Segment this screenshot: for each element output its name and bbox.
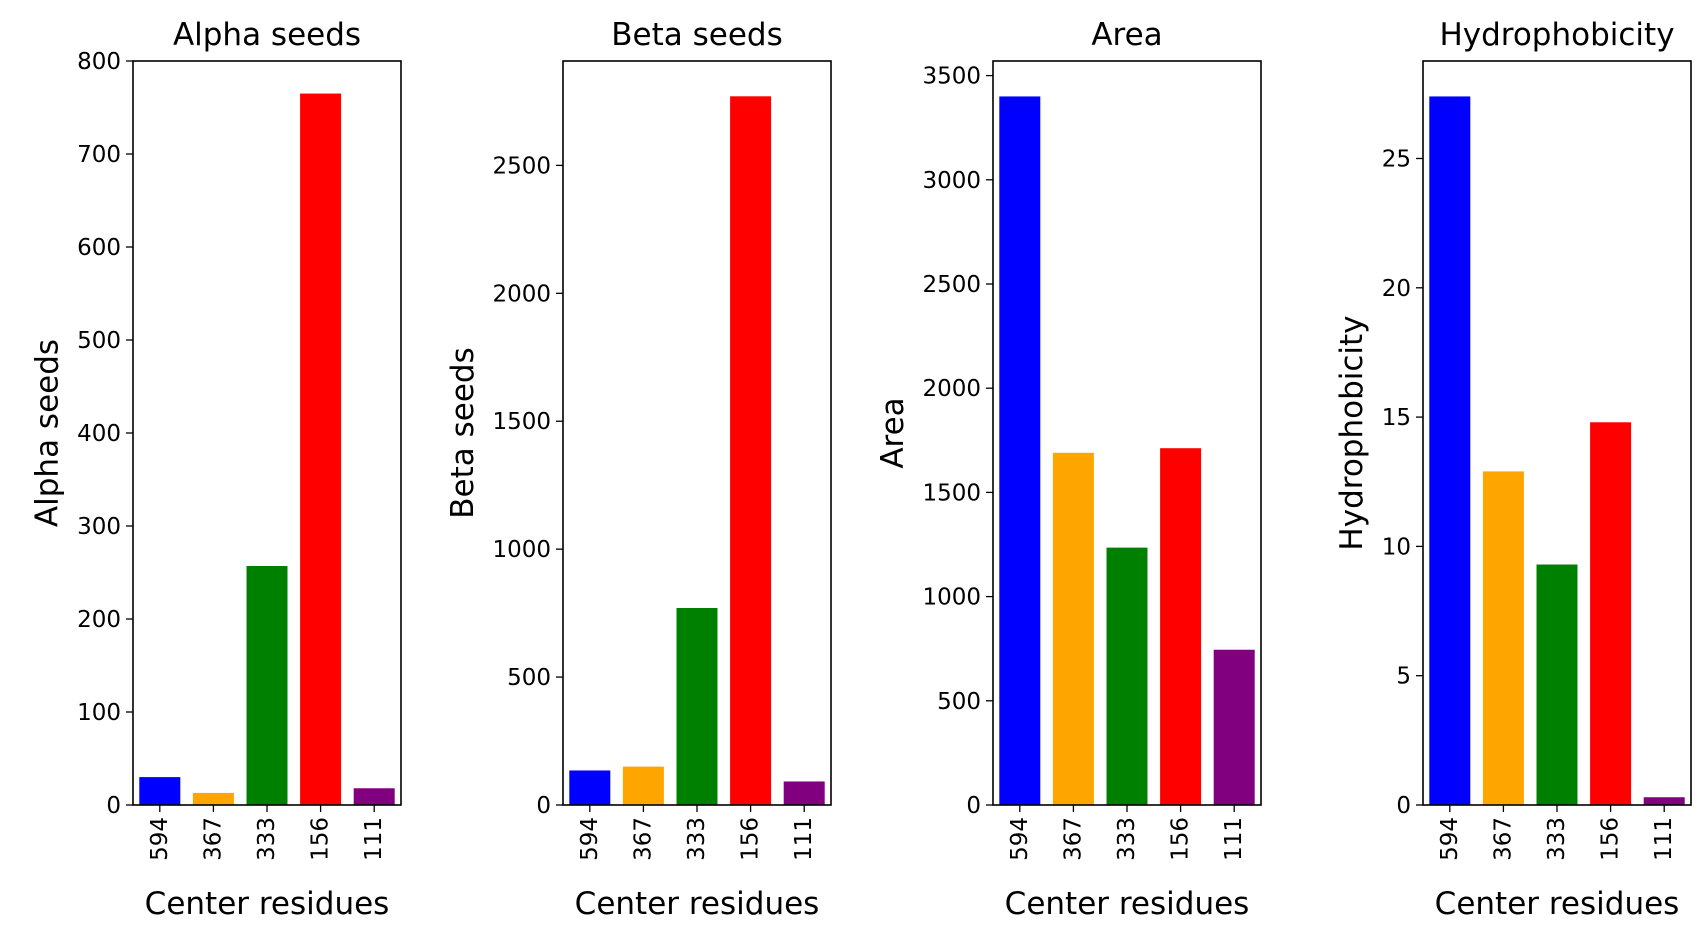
x-tick-label: 367	[1490, 817, 1516, 861]
chart-title: Beta seeds	[611, 17, 782, 53]
chart-title: Area	[1091, 17, 1162, 53]
bar-111	[353, 788, 395, 805]
x-tick-label: 156	[308, 817, 334, 861]
plot-frame	[562, 60, 832, 806]
y-tick-label: 15	[1382, 405, 1411, 431]
bar-333	[1536, 564, 1578, 805]
bar-333	[246, 565, 288, 805]
bar-156	[730, 96, 772, 805]
y-tick-label: 0	[106, 793, 121, 819]
bar-111	[783, 781, 825, 805]
y-tick-label: 2500	[922, 272, 981, 298]
x-tick-label: 156	[1598, 817, 1624, 861]
y-axis-label: Alpha seeds	[30, 339, 66, 527]
y-tick-label: 3500	[922, 64, 981, 90]
x-tick-label: 367	[630, 817, 656, 861]
bar-594	[999, 96, 1041, 806]
x-tick-label: 333	[254, 817, 280, 861]
y-tick-label: 200	[77, 607, 121, 633]
y-tick-label: 700	[77, 142, 121, 168]
x-axis-label: Center residues	[1005, 886, 1250, 922]
y-tick-label: 1000	[492, 537, 551, 563]
plot-frame	[1422, 60, 1692, 806]
bar-333	[1106, 547, 1148, 805]
y-tick-label: 500	[937, 689, 981, 715]
x-tick-label: 333	[1114, 817, 1140, 861]
y-tick-label: 2000	[922, 376, 981, 402]
bar-111	[1643, 797, 1685, 805]
x-axis-label: Center residues	[1435, 886, 1680, 922]
y-tick-label: 500	[507, 665, 551, 691]
plot-frame	[992, 60, 1262, 806]
x-tick-label: 111	[361, 817, 387, 861]
x-tick-label: 333	[684, 817, 710, 861]
x-tick-label: 111	[1651, 817, 1677, 861]
y-tick-label: 1500	[492, 409, 551, 435]
x-tick-label: 367	[1060, 817, 1086, 861]
y-tick-label: 600	[77, 235, 121, 261]
bar-367	[1052, 452, 1094, 805]
y-tick-label: 400	[77, 421, 121, 447]
bar-367	[1482, 471, 1524, 805]
x-tick-label: 111	[1221, 817, 1247, 861]
y-tick-label: 0	[536, 793, 551, 819]
y-axis-label: Area	[875, 397, 911, 468]
y-tick-label: 20	[1382, 276, 1411, 302]
y-tick-label: 300	[77, 514, 121, 540]
x-tick-label: 367	[200, 817, 226, 861]
y-tick-label: 0	[966, 793, 981, 819]
y-tick-label: 100	[77, 700, 121, 726]
y-tick-label: 0	[1396, 793, 1411, 819]
bar-594	[139, 777, 181, 805]
bar-156	[300, 93, 342, 806]
x-tick-label: 156	[738, 817, 764, 861]
y-tick-label: 5	[1396, 664, 1411, 690]
x-tick-label: 156	[1168, 817, 1194, 861]
x-tick-label: 333	[1544, 817, 1570, 861]
x-tick-label: 111	[791, 817, 817, 861]
bar-156	[1590, 422, 1632, 805]
x-tick-label: 594	[147, 817, 173, 861]
bar-156	[1160, 448, 1202, 805]
x-axis-label: Center residues	[575, 886, 820, 922]
bar-594	[569, 770, 611, 805]
chart-title: Hydrophobicity	[1439, 17, 1674, 53]
bar-594	[1429, 96, 1471, 806]
y-tick-label: 1500	[922, 480, 981, 506]
x-tick-label: 594	[577, 817, 603, 861]
y-tick-label: 3000	[922, 168, 981, 194]
y-tick-label: 500	[77, 328, 121, 354]
y-tick-label: 800	[77, 49, 121, 75]
y-tick-label: 1000	[922, 585, 981, 611]
y-axis-label: Hydrophobicity	[1334, 315, 1370, 550]
x-axis-label: Center residues	[145, 886, 390, 922]
y-tick-label: 2000	[492, 281, 551, 307]
x-tick-label: 594	[1437, 817, 1463, 861]
bar-333	[676, 608, 718, 805]
x-tick-label: 594	[1007, 817, 1033, 861]
bar-367	[622, 766, 664, 805]
y-tick-label: 10	[1382, 534, 1411, 560]
bar-367	[192, 792, 234, 805]
y-tick-label: 25	[1382, 146, 1411, 172]
y-tick-label: 2500	[492, 153, 551, 179]
bar-111	[1213, 649, 1255, 805]
chart-title: Alpha seeds	[173, 17, 361, 53]
y-axis-label: Beta seeds	[445, 347, 481, 518]
